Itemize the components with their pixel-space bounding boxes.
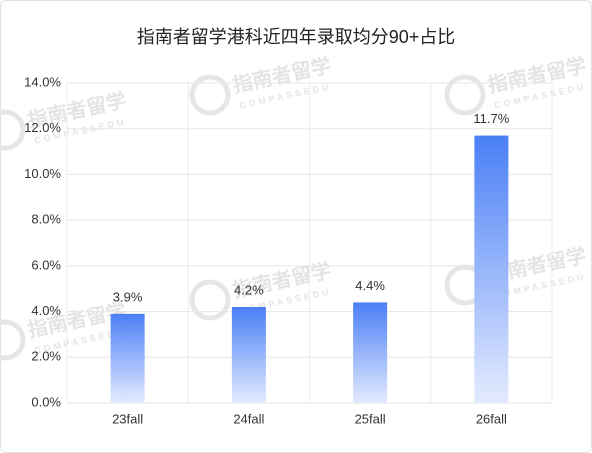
bar (353, 302, 388, 403)
y-tick-label: 10.0% (24, 166, 61, 181)
bar (231, 307, 266, 403)
x-tick-label: 23fall (112, 411, 143, 426)
x-tick-label: 25fall (355, 411, 386, 426)
x-tick-label: 24fall (233, 411, 264, 426)
y-tick-label: 0.0% (31, 394, 61, 409)
value-label: 4.2% (234, 282, 264, 297)
x-tick-label: 26fall (476, 411, 507, 426)
value-label: 11.7% (473, 111, 509, 126)
value-label: 3.9% (113, 289, 143, 304)
bar (110, 313, 145, 403)
watermark-logo (0, 319, 26, 361)
y-tick-label: 4.0% (31, 303, 61, 318)
watermark-logo (189, 74, 231, 116)
y-tick-label: 2.0% (31, 349, 61, 364)
watermark-logo (0, 109, 26, 151)
chart-title: 指南者留学港科近四年录取均分90+占比 (137, 27, 456, 47)
y-tick-label: 12.0% (24, 120, 61, 135)
y-tick-label: 6.0% (31, 257, 61, 272)
watermark-logo (189, 279, 231, 321)
watermark-logo (444, 74, 486, 116)
bar (474, 135, 509, 404)
value-label: 4.4% (355, 278, 385, 293)
y-tick-label: 8.0% (31, 212, 61, 227)
y-tick-label: 14.0% (24, 74, 61, 89)
